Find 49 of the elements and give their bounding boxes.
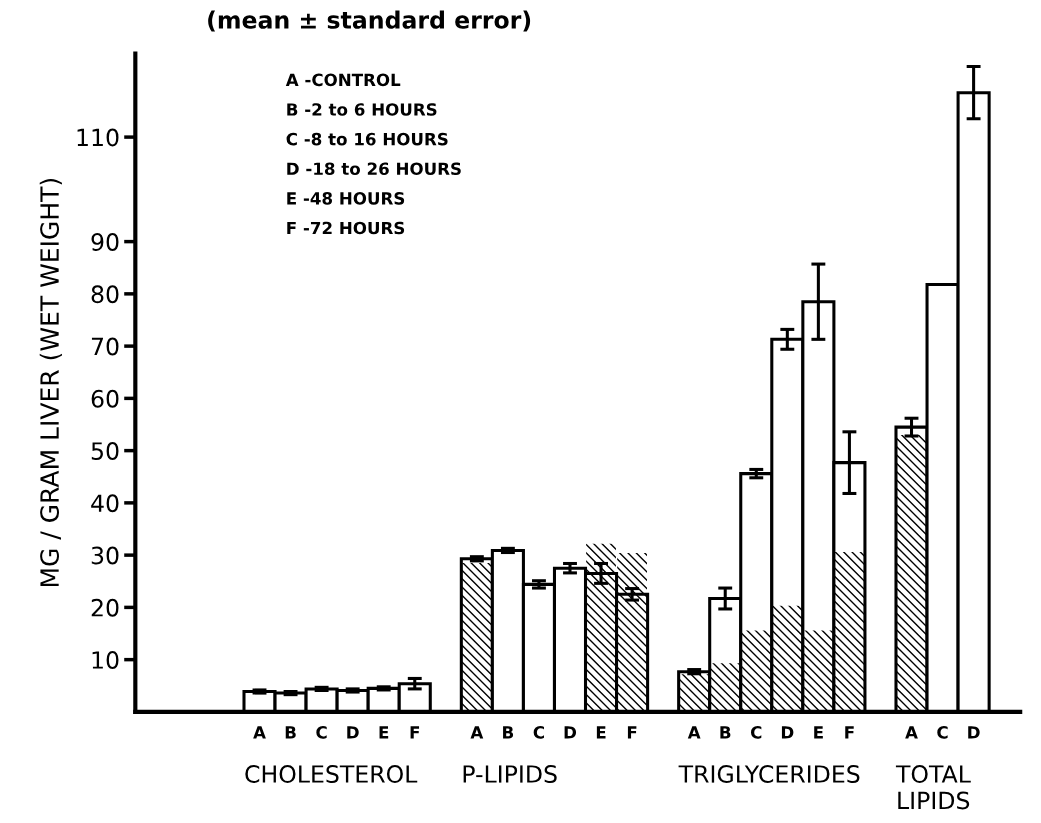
x-tick-label: F: [627, 726, 637, 739]
x-tick-label: D: [781, 726, 794, 739]
y-tick-label: 50: [91, 442, 119, 460]
x-tick-label: B: [285, 726, 296, 739]
y-tick-label: 70: [91, 337, 119, 356]
x-tick-label: E: [379, 726, 389, 739]
annotation: A -CONTROL: [285, 73, 401, 87]
x-tick-label: A: [253, 726, 266, 739]
bar: [803, 630, 834, 712]
bar: [834, 552, 865, 712]
annotation: F -72 HOURS: [287, 221, 405, 235]
x-tick-label: B: [720, 726, 731, 739]
bar: [710, 663, 741, 712]
text: TRIGLYCERIDES: [678, 765, 860, 783]
annotation: B -2 to 6 HOURS: [287, 103, 437, 116]
text: CHOLESTEROL: [245, 765, 418, 783]
y-tick-label: 80: [91, 285, 119, 304]
x-tick-label: C: [316, 726, 327, 739]
chart-title: (mean ± standard error): [208, 10, 531, 32]
y-tick-label: 110: [77, 128, 119, 147]
text: TOTAL LIPIDS: [895, 765, 971, 810]
annotation: C -8 to 16 HOURS: [286, 132, 448, 146]
y-tick-label: 30: [91, 546, 119, 565]
y-tick-label: 40: [91, 494, 119, 513]
x-tick-label: A: [687, 726, 701, 739]
x-tick-label: F: [410, 726, 420, 739]
bar: [741, 630, 772, 712]
y-tick-label: 20: [91, 598, 119, 617]
x-tick-label: E: [596, 726, 606, 739]
x-tick-label: E: [814, 726, 823, 739]
x-tick-label: F: [845, 726, 854, 739]
bar: [772, 605, 803, 712]
x-tick-label: A: [470, 726, 484, 739]
x-tick-label: A: [905, 726, 918, 739]
x-tick-label: B: [503, 726, 514, 739]
x-tick-label: D: [968, 726, 980, 739]
annotation: E -48 HOURS: [287, 192, 405, 205]
y-tick-label: 10: [92, 651, 119, 669]
x-tick-label: C: [533, 726, 544, 739]
x-tick-label: D: [564, 726, 577, 739]
bar: [586, 543, 616, 712]
x-tick-label: C: [937, 726, 948, 739]
y-tick-label: 90: [91, 233, 119, 251]
y-axis-title: MG / GRAM LIVER (WET WEIGHT): [39, 178, 62, 587]
annotation: D -18 to 26 HOURS: [287, 162, 461, 176]
y-tick-label: 60: [91, 389, 119, 408]
x-tick-label: C: [750, 726, 762, 739]
x-tick-label: D: [347, 726, 359, 739]
text: P-LIPIDS: [463, 765, 557, 783]
